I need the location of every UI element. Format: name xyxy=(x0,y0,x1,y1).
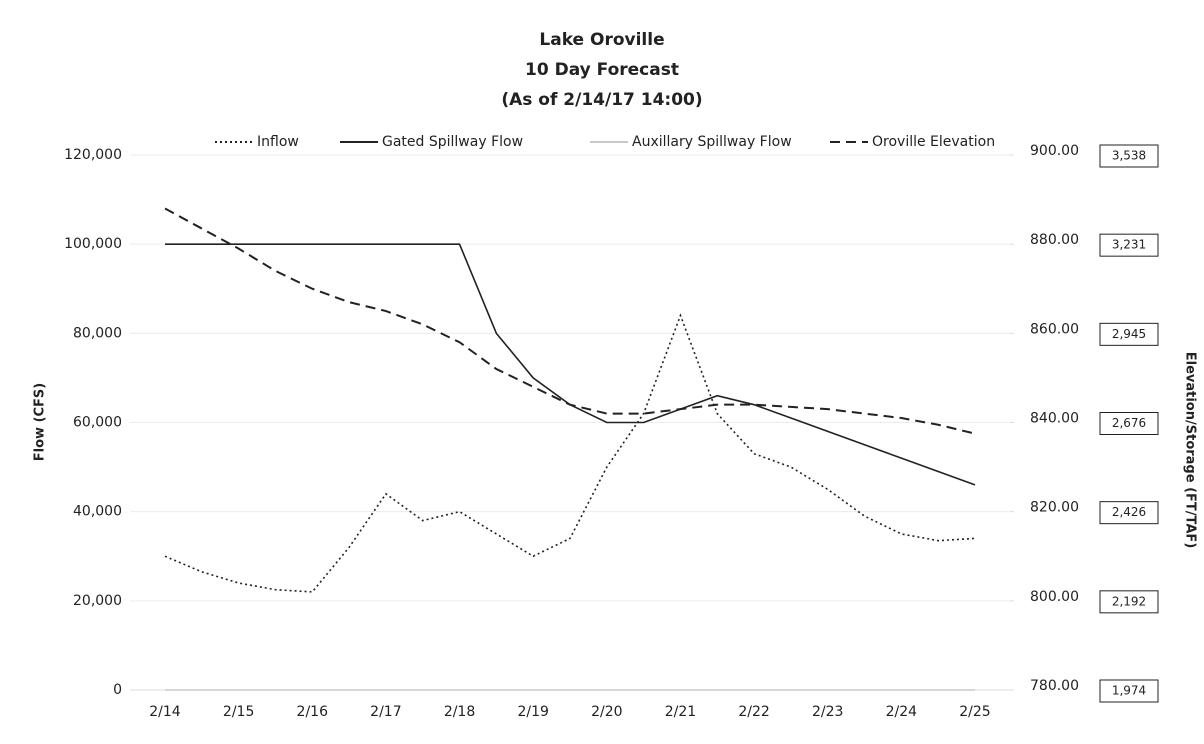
storage-label: 1,974 xyxy=(1112,684,1146,698)
y2-tick-label: 880.00 xyxy=(1030,232,1079,248)
y-tick-label: 60,000 xyxy=(73,415,122,431)
legend-label: Auxillary Spillway Flow xyxy=(632,134,792,150)
legend-label: Oroville Elevation xyxy=(872,134,995,150)
storage-label: 2,676 xyxy=(1112,416,1146,430)
x-tick-label: 2/16 xyxy=(297,704,329,720)
y-tick-label: 20,000 xyxy=(73,593,122,609)
y-tick-label: 100,000 xyxy=(64,236,122,252)
x-tick-label: 2/23 xyxy=(812,704,843,720)
chart-title: Lake Oroville xyxy=(539,30,664,50)
x-tick-label: 2/17 xyxy=(370,704,401,720)
storage-box xyxy=(1099,322,1159,346)
x-tick-label: 2/25 xyxy=(959,704,990,720)
x-tick-label: 2/24 xyxy=(886,704,918,720)
storage-box xyxy=(1099,144,1159,168)
series-line xyxy=(164,313,976,593)
storage-label: 3,538 xyxy=(1112,149,1146,163)
legend-label: Gated Spillway Flow xyxy=(382,134,523,150)
y-tick-label: 0 xyxy=(113,682,122,698)
series-line xyxy=(165,243,976,486)
y-tick-label: 120,000 xyxy=(64,147,122,163)
legend-label: Inflow xyxy=(257,134,299,150)
x-tick-label: 2/20 xyxy=(591,704,622,720)
y2-tick-label: 780.00 xyxy=(1030,678,1079,694)
x-tick-label: 2/14 xyxy=(149,704,181,720)
y-axis-title: Flow (CFS) xyxy=(33,383,48,461)
x-tick-label: 2/15 xyxy=(223,704,254,720)
storage-label: 3,231 xyxy=(1112,238,1146,252)
y2-tick-label: 820.00 xyxy=(1030,500,1079,516)
x-tick-label: 2/19 xyxy=(517,704,548,720)
storage-label: 2,192 xyxy=(1112,594,1146,608)
y2-tick-label: 840.00 xyxy=(1030,411,1079,427)
y2-tick-label: 800.00 xyxy=(1030,589,1079,605)
storage-label: 2,945 xyxy=(1112,327,1146,341)
storage-box xyxy=(1099,590,1159,614)
chart-subtitle: 10 Day Forecast xyxy=(525,60,679,80)
y2-tick-label: 860.00 xyxy=(1030,321,1079,337)
storage-box xyxy=(1099,233,1159,257)
storage-box xyxy=(1099,679,1159,703)
y2-axis-title: Elevation/Storage (FT/TAF) xyxy=(1183,352,1198,549)
chart-subtitle: (As of 2/14/17 14:00) xyxy=(501,90,702,110)
storage-box xyxy=(1099,501,1159,525)
series-line xyxy=(164,207,976,435)
y-tick-label: 40,000 xyxy=(73,504,122,520)
x-tick-label: 2/18 xyxy=(444,704,475,720)
x-tick-label: 2/21 xyxy=(665,704,696,720)
storage-label: 2,426 xyxy=(1112,505,1146,519)
y-tick-label: 80,000 xyxy=(73,325,122,341)
x-tick-label: 2/22 xyxy=(738,704,769,720)
y2-tick-label: 900.00 xyxy=(1030,143,1079,159)
storage-box xyxy=(1099,412,1159,435)
